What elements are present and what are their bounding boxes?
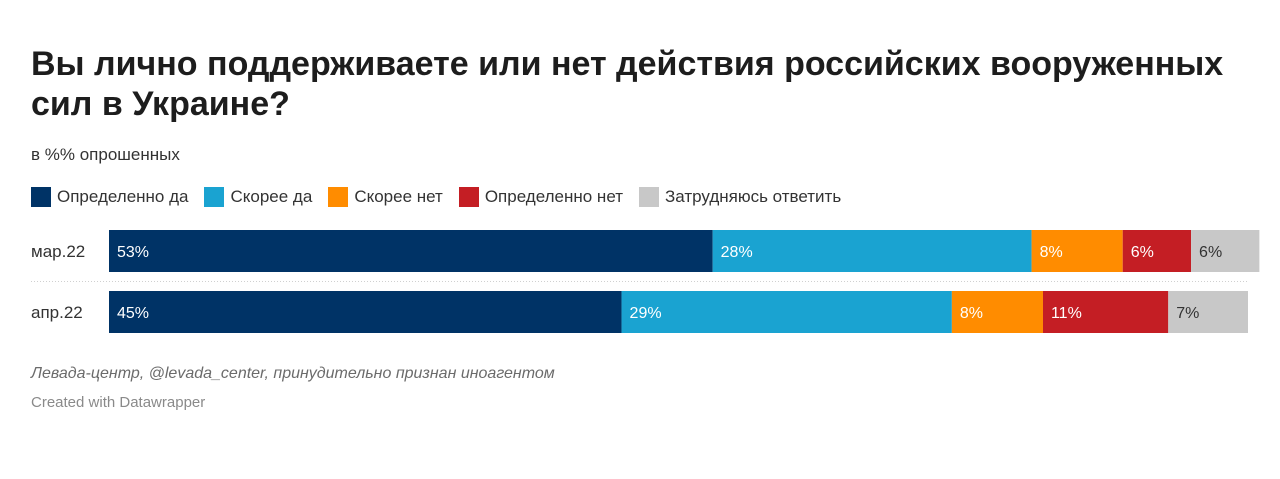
- bar-segment: [951, 291, 1043, 333]
- bar-segment: [109, 291, 622, 333]
- legend-swatch-definitely-no: [458, 187, 479, 207]
- bar-segment: [621, 291, 952, 333]
- data-label: 8%: [1040, 244, 1063, 261]
- legend-item-definitely-no: Определенно нет: [458, 187, 623, 207]
- bar-segment: [1122, 230, 1192, 272]
- bar-segment: [1191, 230, 1260, 272]
- bar-segment: [109, 230, 713, 272]
- data-label: 29%: [630, 305, 662, 322]
- legend-item-rather-no: Скорее нет: [328, 187, 443, 207]
- data-label: 28%: [721, 244, 753, 261]
- category-label: апр.22: [31, 303, 83, 322]
- legend-item-definitely-yes: Определенно да: [31, 187, 188, 207]
- data-label: 6%: [1199, 244, 1222, 261]
- chart-title: Вы лично поддерживаете или нет действия …: [31, 45, 1224, 123]
- chart-subtitle: в %% опрошенных: [31, 145, 180, 164]
- credit-note: Created with Datawrapper: [31, 394, 206, 411]
- legend-item-rather-yes: Скорее да: [204, 187, 312, 207]
- bar-segment: [712, 230, 1032, 272]
- bar-segment: [1042, 291, 1169, 333]
- bar-segment: [1031, 230, 1123, 272]
- category-label: мар.22: [31, 242, 85, 261]
- legend-label-definitely-no: Определенно нет: [484, 187, 623, 206]
- legend-swatch-definitely-yes: [31, 187, 51, 207]
- data-label: 45%: [117, 305, 149, 322]
- source-note: Левада-центр, @levada_center, принудител…: [31, 365, 555, 382]
- data-label: 8%: [960, 305, 983, 322]
- legend-swatch-rather-yes: [204, 187, 225, 207]
- data-label: 6%: [1131, 244, 1154, 261]
- legend-label-rather-yes: Скорее да: [230, 187, 313, 206]
- legend-item-hard-to-say: Затрудняюсь ответить: [639, 187, 841, 207]
- legend-label-hard-to-say: Затрудняюсь ответить: [665, 187, 842, 206]
- data-label: 53%: [117, 244, 149, 261]
- legend-swatch-rather-no: [328, 187, 349, 207]
- data-label: 11%: [1051, 305, 1082, 322]
- legend-swatch-hard-to-say: [639, 187, 659, 207]
- data-label: 7%: [1176, 305, 1199, 322]
- legend-label-rather-no: Скорее нет: [354, 187, 443, 206]
- legend-label-definitely-yes: Определенно да: [57, 187, 189, 206]
- bar-segment: [1168, 291, 1248, 333]
- legend: Определенно да Скорее да Скорее нет Опре…: [31, 187, 857, 207]
